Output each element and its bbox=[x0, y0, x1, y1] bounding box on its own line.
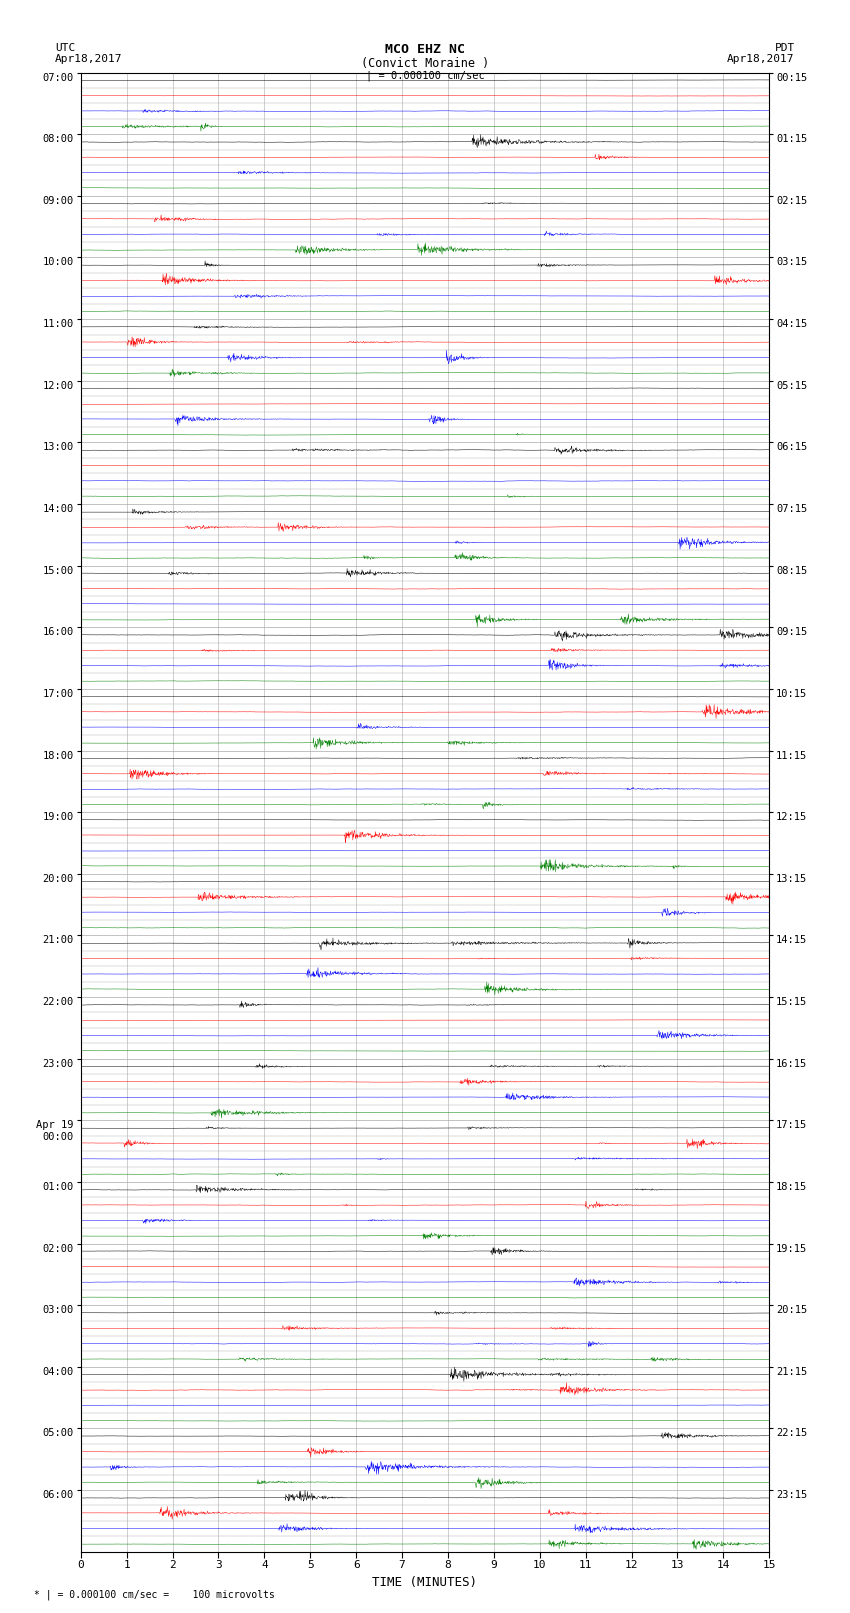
Text: MCO EHZ NC: MCO EHZ NC bbox=[385, 44, 465, 56]
Text: * | = 0.000100 cm/sec =    100 microvolts: * | = 0.000100 cm/sec = 100 microvolts bbox=[34, 1589, 275, 1600]
Text: | = 0.000100 cm/sec: | = 0.000100 cm/sec bbox=[366, 71, 484, 81]
Text: (Convict Moraine ): (Convict Moraine ) bbox=[361, 58, 489, 71]
Text: UTC: UTC bbox=[55, 44, 76, 53]
Text: Apr18,2017: Apr18,2017 bbox=[55, 53, 122, 65]
X-axis label: TIME (MINUTES): TIME (MINUTES) bbox=[372, 1576, 478, 1589]
Text: Apr18,2017: Apr18,2017 bbox=[728, 53, 795, 65]
Text: PDT: PDT bbox=[774, 44, 795, 53]
